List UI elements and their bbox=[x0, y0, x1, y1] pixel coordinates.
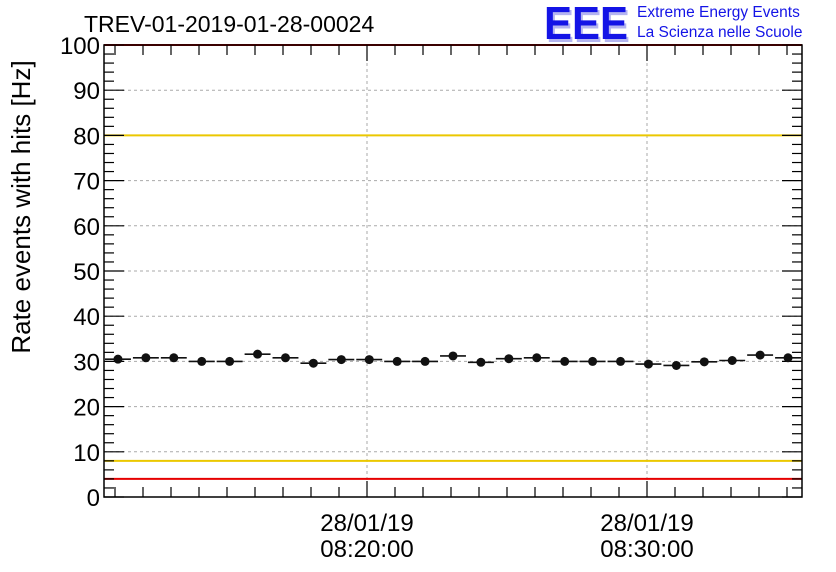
y-tick-label: 90 bbox=[73, 78, 100, 105]
data-points bbox=[105, 349, 801, 370]
eee-logo-letters: EEE bbox=[544, 2, 628, 44]
data-point bbox=[755, 350, 765, 360]
data-point bbox=[141, 353, 151, 363]
data-point bbox=[308, 358, 318, 368]
data-point bbox=[169, 353, 179, 363]
data-point bbox=[504, 354, 514, 364]
y-axis-label: Rate events with hits [Hz] bbox=[6, 60, 36, 353]
y-tick-label: 70 bbox=[73, 169, 100, 196]
x-tick-label-time: 08:30:00 bbox=[600, 536, 693, 563]
y-tick-label: 60 bbox=[73, 214, 100, 241]
data-point bbox=[616, 356, 626, 366]
data-point bbox=[643, 359, 653, 369]
x-tick-label-date: 28/01/19 bbox=[600, 510, 693, 537]
data-point bbox=[727, 355, 737, 365]
data-point bbox=[392, 356, 402, 366]
data-point bbox=[280, 353, 290, 363]
eee-logo-mark: EEE EEE bbox=[544, 2, 630, 44]
data-point bbox=[699, 357, 709, 367]
data-point bbox=[420, 356, 430, 366]
axes bbox=[103, 44, 803, 498]
y-tick-labels: 0 10 20 30 40 50 60 70 80 90 100 bbox=[60, 33, 100, 512]
eee-logo-shadow: EEE bbox=[546, 2, 630, 44]
data-point bbox=[671, 360, 681, 370]
x-tick-label-time: 08:20:00 bbox=[320, 536, 413, 563]
data-point bbox=[560, 356, 570, 366]
chart-title: TREV-01-2019-01-28-00024 bbox=[84, 11, 374, 37]
data-point bbox=[225, 356, 235, 366]
data-point bbox=[364, 355, 374, 365]
data-point bbox=[448, 351, 458, 361]
data-point bbox=[197, 356, 207, 366]
y-tick-label: 100 bbox=[60, 33, 100, 60]
y-tick-label: 0 bbox=[87, 485, 100, 512]
grid-lines bbox=[104, 45, 802, 497]
data-point bbox=[532, 353, 542, 363]
reference-lines bbox=[104, 44, 802, 480]
data-point bbox=[113, 354, 123, 364]
y-tick-label: 80 bbox=[73, 123, 100, 150]
eee-logo-text: Extreme Energy Events La Scienza nelle S… bbox=[637, 3, 802, 43]
data-point bbox=[336, 355, 346, 365]
logo-line-1: Extreme Energy Events bbox=[637, 4, 800, 21]
y-tick-label: 30 bbox=[73, 349, 100, 376]
y-tick-label: 50 bbox=[73, 259, 100, 286]
data-point bbox=[253, 349, 263, 359]
data-point bbox=[783, 353, 793, 363]
x-tick-label-date: 28/01/19 bbox=[320, 510, 413, 537]
data-point bbox=[588, 356, 598, 366]
data-point bbox=[476, 357, 486, 367]
y-tick-label: 10 bbox=[73, 440, 100, 467]
y-tick-label: 40 bbox=[73, 304, 100, 331]
logo-line-2: La Scienza nelle Scuole bbox=[637, 24, 803, 41]
y-tick-label: 20 bbox=[73, 395, 100, 422]
